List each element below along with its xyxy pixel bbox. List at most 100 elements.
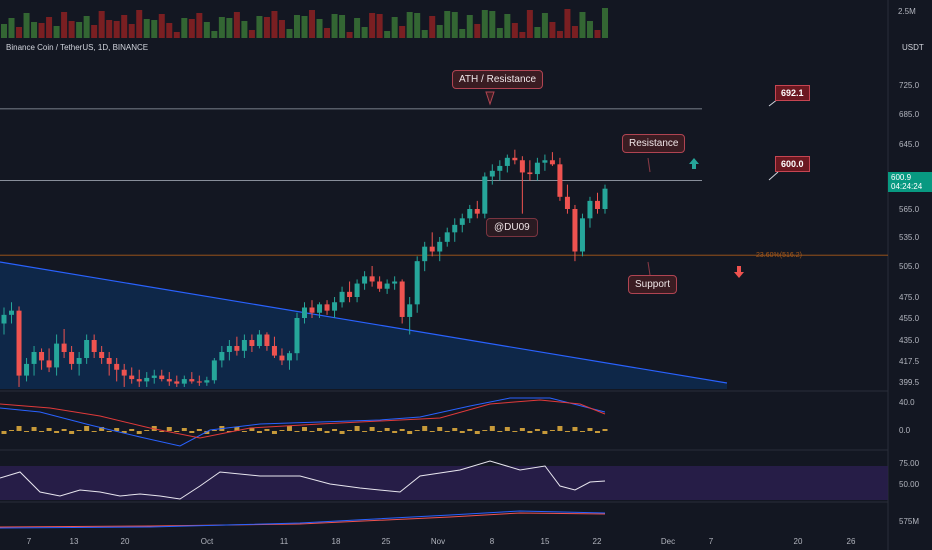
volume-bar	[316, 19, 323, 38]
candle-body	[31, 352, 37, 364]
volume-bar	[504, 14, 511, 38]
candlestick-series[interactable]	[1, 149, 608, 387]
macd-histogram-bar	[309, 431, 315, 432]
macd-histogram-bar	[99, 427, 105, 431]
macd-histogram-bar	[31, 427, 37, 431]
macd-histogram-bar	[362, 431, 368, 432]
volume-scale-label: 2.5M	[898, 7, 916, 16]
macd-histogram-bar	[286, 426, 292, 431]
down-arrow-icon	[734, 266, 744, 278]
time-tick-label: 11	[280, 537, 289, 546]
candle-body	[279, 355, 285, 361]
candle-body	[91, 340, 97, 352]
candle-body	[572, 209, 578, 252]
macd-histogram-bar	[91, 431, 97, 432]
macd-histogram-bar	[174, 431, 180, 432]
macd-histogram-bar	[61, 429, 67, 431]
candle-body	[249, 340, 255, 346]
candle-body	[204, 380, 210, 383]
target-high-tag[interactable]: 692.1	[775, 85, 810, 101]
volume-bar	[489, 11, 496, 38]
macd-histogram-bar	[354, 426, 360, 431]
macd-histogram-bar	[602, 429, 608, 431]
macd-histogram-bar	[249, 428, 255, 431]
target-mid-tag[interactable]: 600.0	[775, 156, 810, 172]
macd-histogram-bar	[527, 431, 533, 433]
volume-bar	[346, 32, 353, 38]
volume-bar	[549, 22, 556, 38]
macd-histogram-bar	[572, 427, 578, 431]
rsi-pane[interactable]: 75.00 50.00	[0, 459, 920, 500]
macd-histogram-bar	[332, 429, 338, 431]
volume-bar	[369, 13, 376, 38]
volume-bar	[181, 18, 188, 38]
macd-histogram-bar	[452, 428, 458, 431]
support-callout[interactable]: Support	[628, 275, 678, 294]
volume-bar	[534, 27, 541, 38]
volume-bar	[128, 24, 135, 38]
macd-pane[interactable]: 40.0 0.0	[0, 397, 915, 447]
volume-bar	[451, 12, 458, 38]
macd-histogram-bar	[587, 428, 593, 431]
volume-ma-pane[interactable]: 575M	[0, 510, 919, 529]
volume-bar	[556, 31, 563, 38]
price-tick-label: 645.0	[899, 140, 920, 149]
macd-histogram-bar	[264, 429, 270, 431]
time-axis[interactable]: 7 13 20 Oct 11 18 25 Nov 8 15 22 Dec 7 20 26	[27, 537, 856, 546]
candle-body	[489, 170, 495, 177]
descending-trendline[interactable]	[0, 261, 728, 384]
candle-body	[564, 196, 570, 209]
volume-bar	[421, 30, 428, 38]
volume-bar	[271, 11, 278, 38]
macd-histogram-bar	[211, 430, 217, 431]
macd-histogram-bar	[294, 431, 300, 432]
volume-bar	[339, 15, 346, 38]
macd-histogram-bar	[54, 431, 60, 433]
macd-histogram-bar	[392, 431, 398, 433]
volume-bar	[233, 12, 240, 38]
candle-body	[166, 379, 172, 382]
currency-label: USDT	[902, 43, 924, 52]
volume-bar	[83, 16, 90, 38]
macd-histogram-bar	[482, 430, 488, 431]
macd-histogram-bar	[369, 427, 375, 431]
volume-bar	[474, 24, 481, 38]
price-axis[interactable]: 725.0 685.0 645.0 565.0 535.0 505.0 475.0 455.0…	[899, 81, 920, 387]
volume-bar	[23, 13, 30, 38]
macd-histogram-bar	[136, 431, 142, 434]
candle-body	[512, 157, 518, 161]
macd-histogram-bar	[241, 431, 247, 432]
volume-bar	[248, 30, 255, 38]
price-tick-label: 535.0	[899, 233, 920, 242]
volume-bar	[143, 19, 150, 38]
macd-histogram-bar	[317, 428, 323, 431]
macd-histogram-bar	[106, 431, 112, 432]
time-tick-label: Oct	[201, 537, 214, 546]
resistance-callout[interactable]: Resistance	[622, 134, 686, 153]
macd-histogram-bar	[429, 431, 435, 432]
volume-bar	[218, 17, 225, 38]
candle-body	[144, 377, 150, 382]
author-callout[interactable]: @DU09	[486, 218, 538, 237]
candle-body	[114, 363, 120, 370]
macd-histogram-bar	[512, 431, 518, 432]
macd-histogram-bar	[69, 431, 75, 434]
macd-histogram-bar	[129, 429, 135, 431]
candle-body	[1, 314, 7, 324]
candle-body	[534, 162, 540, 175]
symbol-title[interactable]: Binance Coin / TetherUS, 1D, BINANCE	[6, 43, 149, 52]
indicator-line-blue	[0, 510, 606, 529]
macd-histogram-bar	[339, 431, 345, 434]
volume-bar	[46, 17, 53, 38]
candle-body	[452, 224, 458, 233]
candle-body	[24, 363, 30, 376]
candle-body	[317, 304, 323, 313]
candle-body	[459, 218, 465, 225]
candle-body	[264, 334, 270, 346]
macd-histogram-bar	[399, 429, 405, 431]
volume-bar	[121, 15, 128, 38]
macd-histogram-bar	[46, 428, 52, 431]
ath-callout[interactable]: ATH / Resistance	[452, 70, 544, 89]
candle-body	[339, 291, 345, 303]
rsi-tick-label: 75.00	[899, 459, 920, 468]
